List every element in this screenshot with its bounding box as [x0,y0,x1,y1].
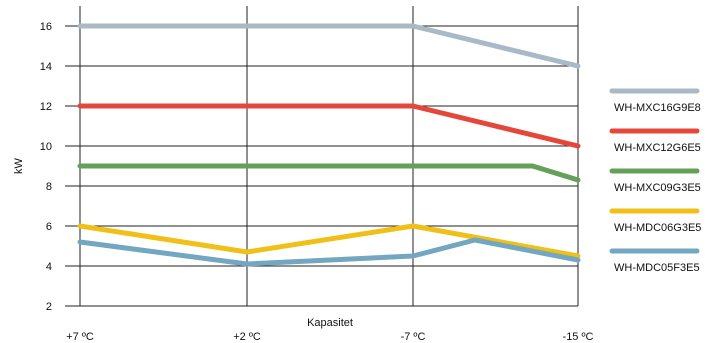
series-line [77,163,581,183]
legend-label: WH-MDC05F3E5 [614,262,700,274]
series-lines [77,23,581,267]
x-tick-label: -15 ºC [563,331,594,343]
series-line [77,223,581,259]
x-tick-label: +2 ºC [233,331,261,343]
y-tick-label: 6 [46,221,52,233]
series-line [77,23,581,69]
x-tick-label: -7 ºC [401,331,426,343]
legend: WH-MXC16G9E8 WH-MXC12G6E5 WH-MXC09G3E5 WH-M… [609,88,701,274]
y-tick-label: 12 [40,101,52,113]
legend-label: WH-MXC09G3E5 [614,182,701,194]
y-axis-title: kW [13,157,25,174]
legend-label: WH-MXC12G6E5 [614,142,701,154]
legend-label: WH-MDC06G3E5 [614,222,701,234]
y-tick-label: 2 [46,301,52,313]
x-tick-label: +7 ºC [66,331,94,343]
y-tick-label: 4 [46,261,52,273]
legend-label: WH-MXC16G9E8 [614,102,701,114]
series-line [77,237,581,267]
x-tick-labels: +7 ºC +2 ºC -7 ºC -15 ºC [66,331,593,343]
y-tick-label: 16 [40,21,52,33]
y-tick-label: 14 [40,61,52,73]
y-tick-labels: 2 4 6 8 10 12 14 16 [40,21,52,313]
y-tick-label: 8 [46,181,52,193]
y-tick-label: 10 [40,141,52,153]
x-axis-title: Kapasitet [307,317,353,329]
series-line [77,103,581,149]
